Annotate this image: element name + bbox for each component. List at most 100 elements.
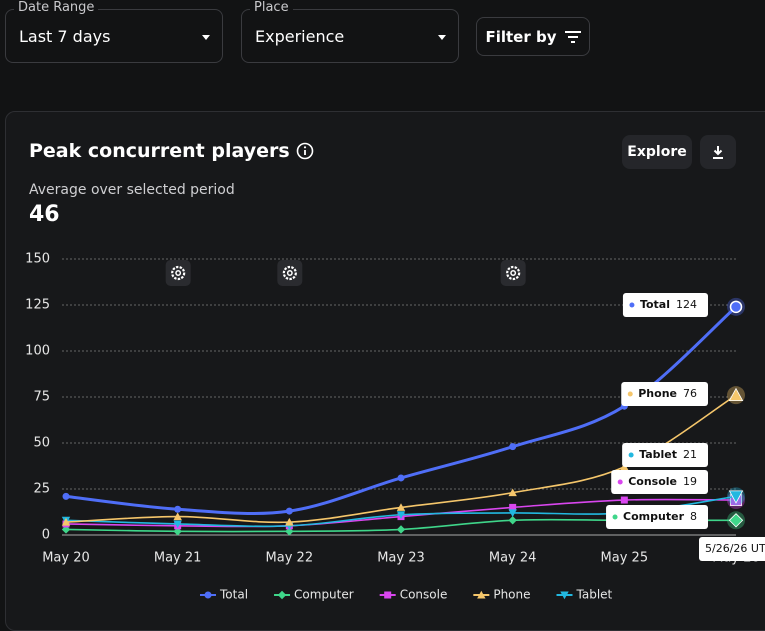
hover-box <box>621 382 708 406</box>
marker <box>173 512 182 521</box>
y-tick-label: 125 <box>25 298 50 313</box>
filter-button[interactable]: Filter by <box>476 17 590 56</box>
marker <box>477 590 486 599</box>
marker <box>508 509 517 518</box>
gear <box>282 265 297 281</box>
date-tooltip: 5/26/26 UTC <box>705 542 765 555</box>
marker <box>728 490 744 504</box>
hover-dot <box>628 452 634 458</box>
marker <box>560 591 569 600</box>
dropdown-label: Date Range <box>14 0 99 15</box>
marker <box>174 505 182 513</box>
card-title: Peak concurrent players <box>29 140 290 162</box>
card-subtitle: Average over selected period <box>29 182 235 198</box>
gear-hole <box>286 270 293 276</box>
annotation-icon[interactable] <box>500 260 526 286</box>
hover-box <box>622 443 708 467</box>
average-value: 46 <box>29 202 60 227</box>
marker <box>620 496 628 504</box>
hover-label: Computer 8 <box>606 505 708 529</box>
y-tick-label: 75 <box>33 390 50 405</box>
marker <box>509 443 517 451</box>
caret <box>438 35 446 40</box>
date-tooltip-box <box>699 537 765 561</box>
dropdown-value: Last 7 days <box>19 27 111 46</box>
hover-value: 21 <box>683 448 697 461</box>
marker <box>509 503 517 511</box>
marker <box>396 511 406 519</box>
hover-series-name: Phone <box>638 387 677 400</box>
explore-button[interactable]: Explore <box>622 135 692 169</box>
hover-value: 124 <box>676 298 697 311</box>
marker <box>173 527 182 536</box>
y-tick-label: 100 <box>25 344 50 359</box>
x-tick-label: May 22 <box>266 551 314 566</box>
annotation-icon[interactable] <box>165 260 191 286</box>
marker <box>285 527 294 536</box>
marker <box>285 517 294 526</box>
marker <box>384 591 392 599</box>
page: Last 7 days Date Range Experience Place … <box>5 0 765 631</box>
marker <box>277 590 287 600</box>
hover-dot <box>627 391 633 397</box>
x-tick-label: May 21 <box>154 551 202 566</box>
marker <box>204 591 212 599</box>
place-dropdown[interactable]: Experience <box>241 9 459 63</box>
marker <box>729 300 743 314</box>
hover-label: Console 19 <box>611 470 708 494</box>
button-label: Filter by <box>485 27 557 46</box>
y-tick-label: 25 <box>33 482 50 497</box>
icon-bg <box>165 260 191 286</box>
legend-label: Tablet <box>576 588 613 602</box>
gear-hole <box>510 270 517 276</box>
hover-value: 19 <box>683 475 697 488</box>
marker <box>397 474 405 482</box>
gear <box>506 265 521 281</box>
hover-box <box>622 293 708 317</box>
marker <box>285 507 293 515</box>
gear <box>171 265 186 281</box>
x-tick-label: May 24 <box>489 551 537 566</box>
icon-bg <box>500 260 526 286</box>
y-tick-label: 50 <box>33 436 50 451</box>
hover-series-name: Total <box>640 298 670 311</box>
gear-hole <box>175 270 182 276</box>
hover-dot <box>617 479 623 485</box>
marker <box>508 516 517 525</box>
hover-dot <box>612 514 618 520</box>
hover-label: Phone 76 <box>621 382 708 406</box>
hover-series-name: Console <box>628 475 677 488</box>
dropdown-value: Experience <box>255 27 345 46</box>
marker <box>728 513 744 528</box>
legend-label: Phone <box>493 588 530 602</box>
button-label: Explore <box>627 144 687 160</box>
info-icon[interactable] <box>296 142 314 160</box>
x-tick-label: May 23 <box>377 551 425 566</box>
marker <box>728 387 744 402</box>
legend-label: Computer <box>294 588 354 602</box>
marker <box>396 525 406 534</box>
chart: 0 25 50 75 100 125 150 May 20 May 21 May 22 May 23… <box>25 252 765 602</box>
marker <box>62 492 70 500</box>
marker <box>508 488 517 497</box>
x-tick-label: May 25 <box>601 551 649 566</box>
legend-label: Console <box>400 588 448 602</box>
download-icon <box>713 146 723 159</box>
hover-box <box>611 470 708 494</box>
download-button[interactable] <box>700 135 736 169</box>
hover-label: Total 124 <box>622 293 708 317</box>
date-range-dropdown[interactable]: Last 7 days <box>5 9 223 63</box>
hover-value: 8 <box>690 510 697 523</box>
hover-value: 76 <box>683 387 697 400</box>
icon-bg <box>277 260 303 286</box>
filter-icon <box>564 30 581 43</box>
y-tick-label: 0 <box>42 528 50 543</box>
marker <box>61 517 71 526</box>
x-tick-label: May 20 <box>42 551 90 566</box>
hover-series-name: Computer <box>623 510 685 523</box>
marker <box>396 503 406 511</box>
marker <box>173 520 182 529</box>
annotation-icon[interactable] <box>277 260 303 286</box>
y-tick-label: 150 <box>25 252 50 267</box>
legend-label: Total <box>219 588 248 602</box>
